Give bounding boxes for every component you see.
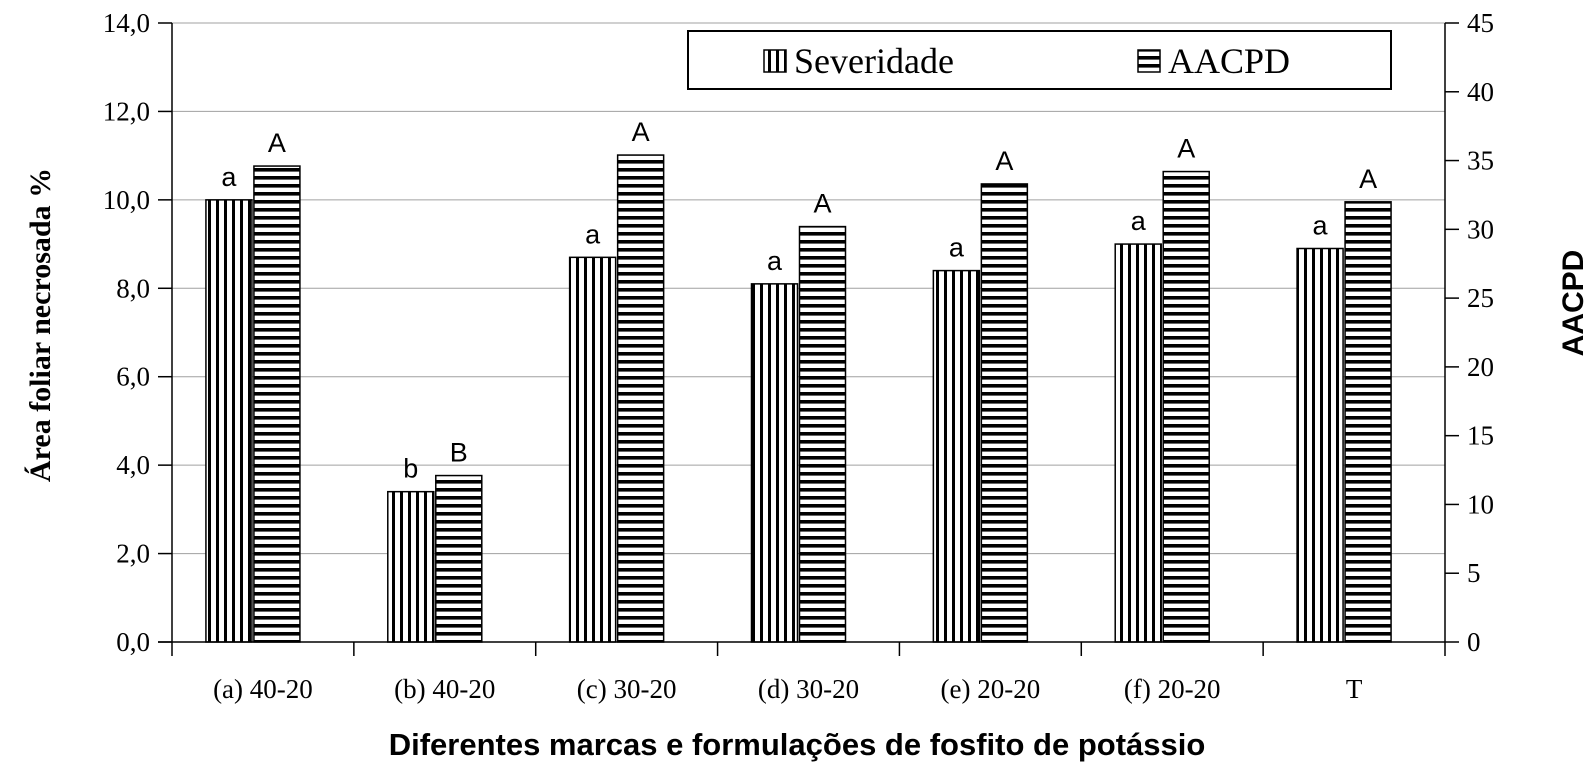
axis-labels: Diferentes marcas e formulações de fosfi… [24,168,1590,762]
bar-aacpd-4 [798,225,847,643]
bar-aacpd-7 [1344,201,1392,643]
bar-aacpd-2 [435,474,483,643]
significance-letter: a [767,246,783,276]
bar-severidade-5 [932,269,981,643]
legend-label-severidade: Severidade [794,41,954,81]
x-tick-label: (c) 30-20 [577,674,677,704]
bar-aacpd-5 [980,183,1029,643]
y-tick-label-right: 45 [1467,8,1494,38]
y-tick-label-right: 0 [1467,627,1481,657]
significance-letter: a [221,162,237,192]
x-tick-label: (a) 40-20 [213,674,313,704]
bar-aacpd-1 [253,165,301,643]
y-tick-label-right: 5 [1467,558,1481,588]
legend-label-aacpd: AACPD [1168,41,1290,81]
y-tick-label-right: 30 [1467,214,1494,244]
significance-letter: a [1313,210,1329,240]
significance-letter: A [813,189,831,219]
y-axis-title-right: AACPD [1557,250,1590,357]
legend-swatch-severidade [763,49,787,73]
y-tick-label-right: 35 [1467,146,1494,176]
y-tick-label-left: 2,0 [116,539,150,569]
significance-letter: A [1177,134,1195,164]
y-tick-label-left: 12,0 [103,96,150,126]
x-tick-label: (e) 20-20 [940,674,1040,704]
legend-swatch-aacpd [1137,49,1161,73]
y-tick-label-left: 4,0 [116,450,150,480]
significance-letter: a [1131,206,1147,236]
bar-severidade-2 [387,490,435,643]
bar-severidade-3 [568,256,617,643]
significance-letter: a [585,219,601,249]
y-tick-label-right: 25 [1467,283,1494,313]
x-tick-label: (b) 40-20 [394,674,495,704]
significance-letter: A [632,117,650,147]
x-tick-label: (f) 20-20 [1124,674,1221,704]
y-tick-label-right: 10 [1467,489,1494,519]
axes: 0,0 2,0 4,0 6,0 8,0 10,0 12,0 14,0 0 5 10 15 20 25 30 3… [103,8,1494,704]
x-tick-label: (d) 30-20 [758,674,859,704]
legend: Severidade AACPD [687,30,1392,90]
y-tick-label-right: 15 [1467,421,1494,451]
significance-letter: A [1359,164,1377,194]
significance-letter: B [450,438,468,468]
bar-severidade-4 [750,283,799,643]
significance-letter: A [268,128,286,158]
y-tick-label-left: 6,0 [116,362,150,392]
y-axis-title-left: Área foliar necrosada % [24,168,57,482]
y-tick-label-right: 40 [1467,77,1494,107]
x-tick-label: T [1346,674,1363,704]
y-tick-label-left: 8,0 [116,273,150,303]
bar-severidade-6 [1114,243,1162,643]
bar-severidade-1 [205,199,253,643]
y-tick-label-left: 10,0 [103,185,150,215]
bar-aacpd-3 [616,154,665,643]
y-tick-label-left: 0,0 [116,627,150,657]
bar-severidade-7 [1296,247,1344,643]
bar-aacpd-6 [1162,170,1210,643]
y-tick-label-right: 20 [1467,352,1494,382]
significance-letter: A [995,146,1013,176]
significance-letter: b [403,454,418,484]
significance-letter: a [949,233,965,263]
legend-box [687,30,1392,90]
y-tick-label-left: 14,0 [103,8,150,38]
x-axis-title: Diferentes marcas e formulações de fosfi… [389,727,1206,762]
